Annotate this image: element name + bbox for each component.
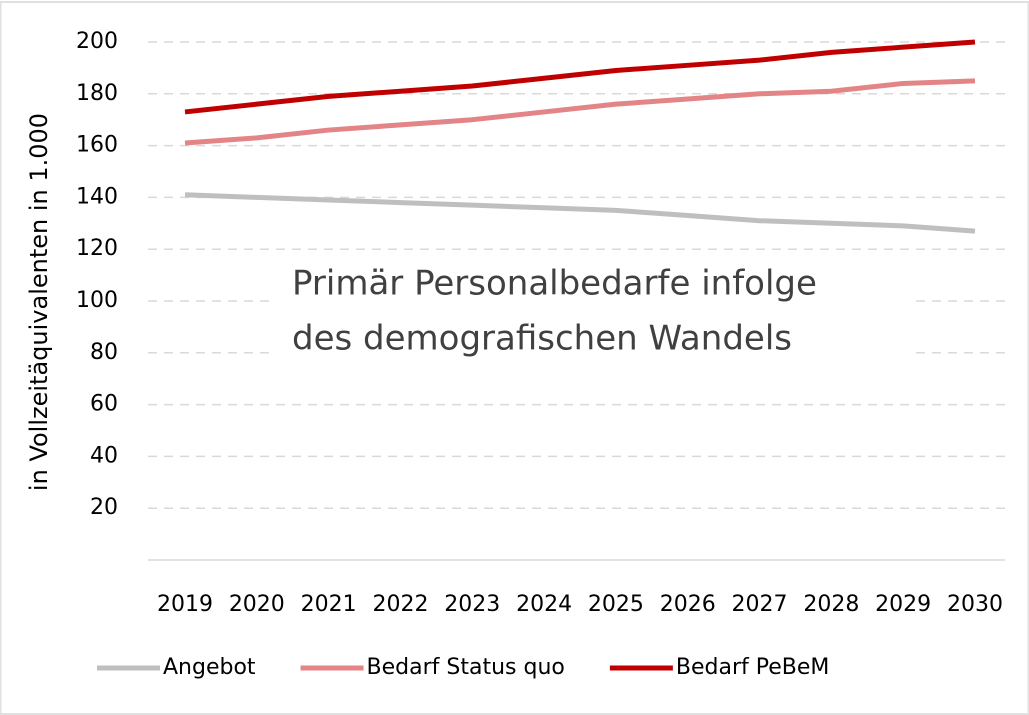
y-tick-label: 120 xyxy=(76,236,118,261)
y-tick-label: 180 xyxy=(76,81,118,106)
x-tick-label: 2030 xyxy=(947,592,1003,617)
series-line xyxy=(184,39,976,115)
annotation-background xyxy=(272,258,912,368)
x-tick-label: 2020 xyxy=(229,592,285,617)
legend-label: Angebot xyxy=(163,655,256,680)
series-line xyxy=(184,192,976,234)
y-tick-label: 140 xyxy=(76,184,118,209)
annotation: des demografischen Wandels xyxy=(292,319,792,359)
x-tick-label: 2025 xyxy=(588,592,644,617)
x-tick-label: 2024 xyxy=(516,592,572,617)
y-axis-label: in Vollzeitäquivalenten in 1.000 xyxy=(25,113,53,491)
x-tick-label: 2023 xyxy=(444,592,500,617)
y-tick-label: 100 xyxy=(76,288,118,313)
x-tick-label: 2029 xyxy=(875,592,931,617)
x-tick-label: 2021 xyxy=(301,592,357,617)
series-line xyxy=(184,78,976,146)
y-tick-label: 60 xyxy=(90,392,118,417)
y-tick-label: 20 xyxy=(90,495,118,520)
y-tick-label: 40 xyxy=(90,443,118,468)
legend-label: Bedarf PeBeM xyxy=(676,655,829,680)
legend-label: Bedarf Status quo xyxy=(367,655,565,680)
x-tick-label: 2027 xyxy=(732,592,788,617)
y-tick-label: 80 xyxy=(90,340,118,365)
x-tick-label: 2019 xyxy=(157,592,213,617)
annotation: Primär Personalbedarfe infolge xyxy=(292,264,817,304)
y-tick-label: 160 xyxy=(76,133,118,158)
x-tick-label: 2026 xyxy=(660,592,716,617)
x-tick-label: 2028 xyxy=(803,592,859,617)
y-tick-label: 200 xyxy=(76,29,118,54)
x-tick-label: 2022 xyxy=(372,592,428,617)
